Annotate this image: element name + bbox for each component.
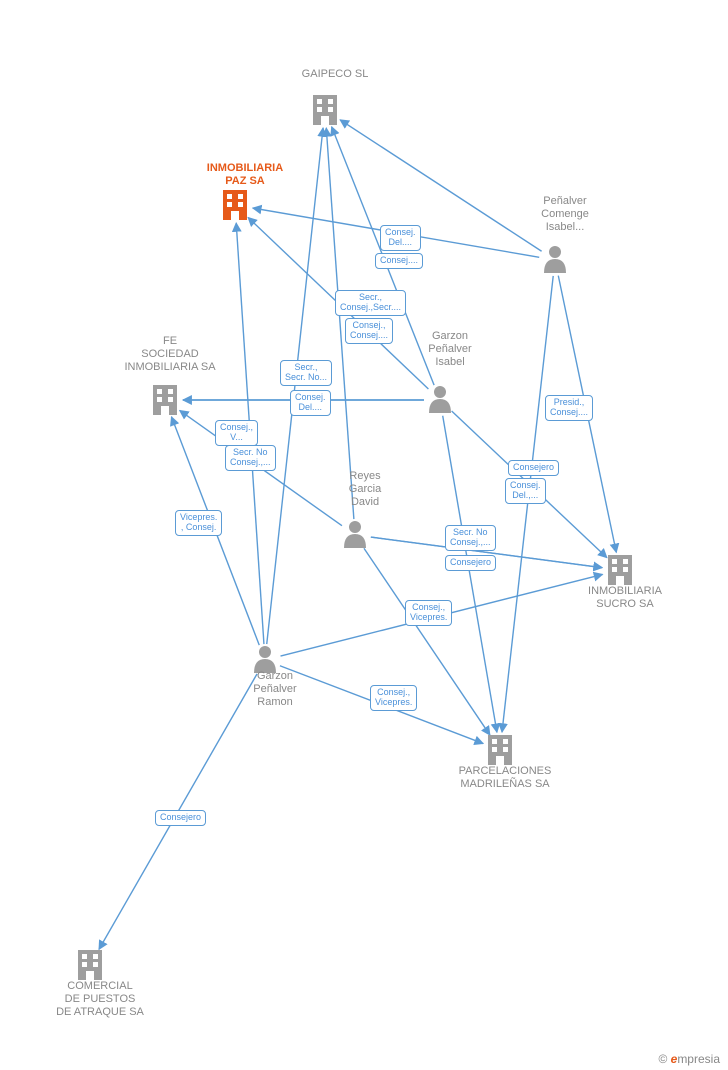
- edge-garzon_ramon-gaipeco: [267, 128, 323, 644]
- person-icon-reyes[interactable]: [344, 521, 366, 548]
- edge-label-reyes-inmosucro[interactable]: Consejero: [445, 555, 496, 571]
- edge-label-garzon_ramon-comercial[interactable]: Consejero: [155, 810, 206, 826]
- person-icon-garzon_isabel[interactable]: [429, 386, 451, 413]
- brand-rest: mpresia: [677, 1052, 720, 1066]
- edge-label-penalver_comenge-inmosucro[interactable]: Presid., Consej....: [545, 395, 593, 421]
- edge-garzon_isabel-parcelaciones: [443, 416, 497, 732]
- edge-label-reyes-inmosucro[interactable]: Secr. No Consej.,...: [445, 525, 496, 551]
- edge-label-penalver_comenge-parcelaciones[interactable]: Consejero: [508, 460, 559, 476]
- edge-penalver_comenge-parcelaciones: [502, 276, 553, 732]
- building-icon-inmopaz[interactable]: [223, 190, 247, 220]
- building-icon-fesoc[interactable]: [153, 385, 177, 415]
- building-icon-comercial[interactable]: [78, 950, 102, 980]
- edge-penalver_comenge-gaipeco: [340, 120, 542, 251]
- person-icon-garzon_ramon[interactable]: [254, 646, 276, 673]
- edge-label-penalver_comenge-gaipeco[interactable]: Consej. Del....: [380, 225, 421, 251]
- building-icon-inmosucro[interactable]: [608, 555, 632, 585]
- edge-label-garzon_ramon-fesoc[interactable]: Vicepres. , Consej.: [175, 510, 222, 536]
- copyright-symbol: ©: [658, 1052, 667, 1066]
- copyright-text: © empresia: [658, 1052, 720, 1066]
- edge-label-garzon_isabel-inmosucro[interactable]: Consej. Del.,...: [505, 478, 546, 504]
- building-icon-parcelaciones[interactable]: [488, 735, 512, 765]
- person-icon-penalver_comenge[interactable]: [544, 246, 566, 273]
- edge-label-garzon_ramon-inmosucro[interactable]: Consej., Vicepres.: [405, 600, 452, 626]
- edge-label-garzon_isabel-inmopaz[interactable]: Consej., Consej....: [345, 318, 393, 344]
- edge-label-garzon_isabel-gaipeco[interactable]: Secr., Consej.,Secr....: [335, 290, 406, 316]
- edge-label-garzon_isabel-fesoc[interactable]: Secr., Secr. No...: [280, 360, 332, 386]
- edge-label-garzon_isabel-fesoc[interactable]: Consej. Del....: [290, 390, 331, 416]
- network-graph: [0, 0, 728, 1070]
- edge-label-penalver_comenge-inmopaz[interactable]: Consej....: [375, 253, 423, 269]
- building-icon-gaipeco[interactable]: [313, 95, 337, 125]
- edge-label-reyes-fesoc[interactable]: Secr. No Consej.,...: [225, 445, 276, 471]
- edge-label-garzon_ramon-inmopaz[interactable]: Consej., V...: [215, 420, 258, 446]
- edge-label-garzon_ramon-parcelaciones[interactable]: Consej., Vicepres.: [370, 685, 417, 711]
